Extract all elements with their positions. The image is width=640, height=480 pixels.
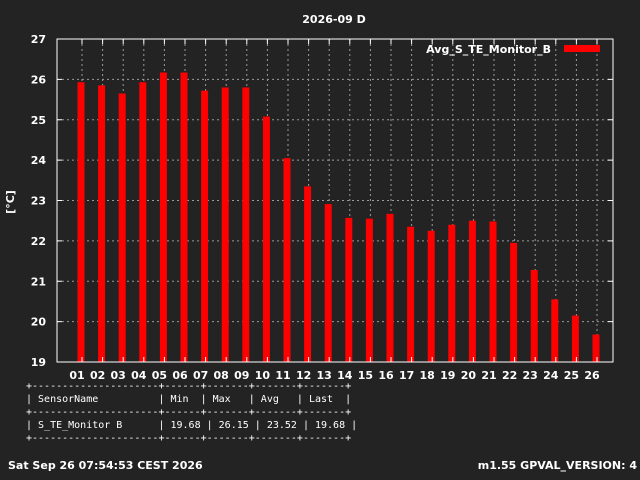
- y-tick-label: 27: [31, 33, 46, 46]
- stats-table: +---------------------+------+-------+--…: [26, 380, 357, 445]
- y-tick-label: 25: [31, 114, 46, 127]
- bar: [448, 224, 456, 362]
- stats-border-bottom: +---------------------+------+-------+--…: [26, 433, 352, 444]
- bar: [221, 87, 229, 362]
- x-tick-label: 21: [481, 369, 496, 380]
- y-tick-label: 24: [31, 154, 47, 167]
- y-tick-label: 21: [31, 275, 46, 288]
- bar: [283, 158, 291, 362]
- x-tick-label: 08: [214, 369, 229, 380]
- x-axis-ticks: 01 02 03 04 05 06 07 08 09 10 11 12 13 14 15 16 17 18 19 20…: [69, 39, 600, 380]
- footer-version: m1.55 GPVAL_VERSION: 4: [477, 459, 637, 472]
- chart-title: 2026-09 D: [302, 13, 365, 26]
- x-tick-label: 17: [399, 369, 414, 380]
- stats-border-top: +---------------------+------+-------+--…: [26, 381, 352, 392]
- x-tick-label: 03: [111, 369, 126, 380]
- bar: [571, 315, 579, 362]
- bar: [242, 87, 250, 362]
- bar-series: [77, 72, 600, 363]
- x-tick-label: 16: [378, 369, 394, 380]
- footer-timestamp: Sat Sep 26 07:54:53 CEST 2026: [8, 459, 203, 472]
- bar: [180, 72, 188, 362]
- x-tick-label: 07: [193, 369, 208, 380]
- bar: [365, 218, 373, 362]
- x-tick-label: 15: [358, 369, 373, 380]
- bar: [98, 85, 106, 363]
- x-tick-label: 20: [461, 369, 477, 380]
- bar: [489, 221, 497, 362]
- bar: [118, 93, 126, 362]
- x-tick-label: 06: [172, 369, 188, 380]
- x-tick-label: 11: [275, 369, 290, 380]
- legend-label: Avg_S_TE_Monitor_B: [426, 43, 551, 56]
- stats-data-row: | S_TE_Monitor B | 19.68 | 26.15 | 23.52…: [26, 420, 358, 431]
- x-tick-label: 19: [440, 369, 455, 380]
- y-axis-ticks: 19 20 21 22 23 24 25 26 27: [31, 33, 613, 369]
- bar: [551, 299, 559, 362]
- x-tick-label: 14: [337, 369, 353, 380]
- x-tick-label: 18: [420, 369, 435, 380]
- x-tick-label: 26: [584, 369, 600, 380]
- x-tick-label: 09: [234, 369, 249, 380]
- x-tick-label: 13: [317, 369, 332, 380]
- x-tick-label: 04: [131, 369, 147, 380]
- bar: [304, 186, 312, 362]
- stats-header-row: | SensorName | Min | Max | Avg | Last |: [26, 394, 352, 405]
- bar: [262, 116, 270, 363]
- y-tick-label: 19: [31, 356, 46, 369]
- bar: [139, 82, 147, 363]
- legend-swatch: [564, 45, 600, 52]
- y-tick-label: 22: [31, 235, 46, 248]
- x-tick-label: 23: [523, 369, 538, 380]
- bar: [77, 82, 85, 363]
- x-tick-label: 10: [255, 369, 271, 380]
- bar: [407, 226, 415, 362]
- bar: [468, 220, 476, 362]
- bar: [530, 269, 538, 362]
- bar: [324, 204, 332, 362]
- y-tick-label: 23: [31, 195, 46, 208]
- x-tick-label: 22: [502, 369, 517, 380]
- bar: [510, 242, 518, 362]
- x-tick-label: 02: [90, 369, 105, 380]
- y-tick-label: 20: [31, 316, 47, 329]
- bar: [386, 213, 394, 362]
- chart-legend: Avg_S_TE_Monitor_B: [426, 43, 600, 56]
- bar: [159, 72, 167, 362]
- x-tick-label: 24: [543, 369, 559, 380]
- bar: [427, 230, 435, 362]
- x-tick-label: 12: [296, 369, 311, 380]
- bar: [345, 217, 353, 362]
- stats-border-mid: +---------------------+------+-------+--…: [26, 407, 352, 418]
- x-tick-label: 01: [69, 369, 84, 380]
- x-tick-label: 25: [564, 369, 579, 380]
- bar: [592, 334, 600, 362]
- y-axis-label: [°C]: [4, 190, 17, 214]
- bar: [201, 90, 209, 363]
- y-tick-label: 26: [31, 73, 47, 86]
- x-tick-label: 05: [152, 369, 167, 380]
